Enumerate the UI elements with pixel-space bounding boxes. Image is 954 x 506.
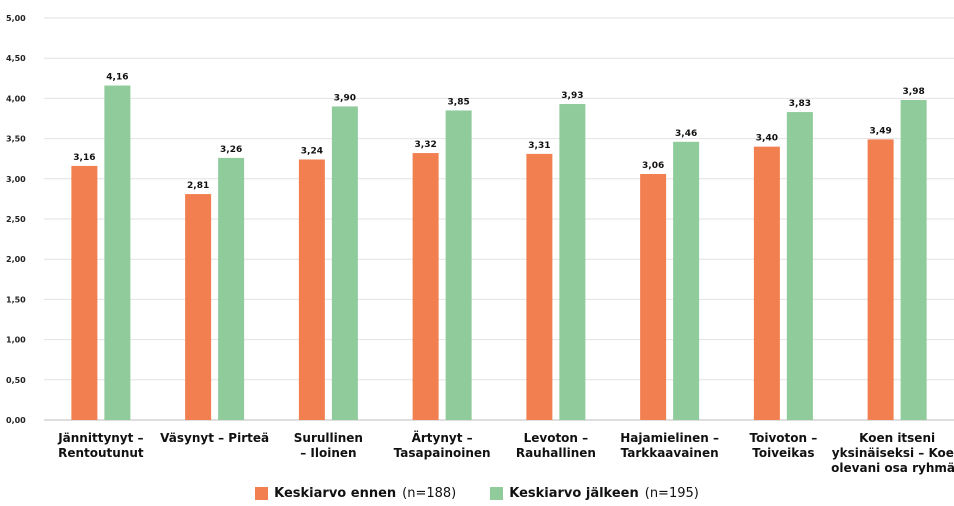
x-tick-label: olevani osa ryhmää	[831, 461, 954, 475]
legend-n-before: (n=188)	[402, 486, 457, 501]
gridlines	[44, 17, 954, 421]
bar-value-label: 3,93	[561, 91, 583, 101]
bar[interactable]	[753, 146, 780, 420]
y-tick-label: 5,00	[6, 14, 26, 23]
y-tick-label: 1,00	[6, 336, 26, 345]
bar-value-label: 3,90	[334, 93, 356, 103]
x-tick-label: Tarkkaavainen	[621, 446, 719, 460]
bar[interactable]	[445, 110, 472, 421]
bar[interactable]	[526, 153, 553, 420]
bar-value-label: 3,98	[903, 87, 925, 97]
x-tick-label: Hajamielinen –	[620, 431, 719, 445]
legend-item-before[interactable]: Keskiarvo ennen (n=188)	[255, 486, 456, 501]
y-tick-label: 2,00	[6, 255, 26, 264]
bar-value-label: 3,46	[675, 129, 697, 139]
bar-value-label: 3,83	[789, 99, 811, 109]
legend-item-after[interactable]: Keskiarvo jälkeen (n=195)	[490, 486, 699, 501]
x-tick-label: yksinäiseksi – Koen	[832, 446, 954, 460]
bar[interactable]	[867, 139, 894, 421]
x-tick-label: Surullinen	[294, 431, 363, 445]
y-axis: 0,00 0,50 1,00 1,50 2,00 2,50 3,00 3,50 4,00 4,50…	[6, 14, 26, 425]
x-tick-label: – Iloinen	[300, 446, 356, 460]
bar[interactable]	[71, 165, 98, 420]
legend-label-after: Keskiarvo jälkeen	[509, 486, 639, 501]
bar-value-label: 3,06	[642, 161, 664, 171]
bar-value-label: 2,81	[187, 181, 209, 191]
bar[interactable]	[673, 141, 700, 421]
bar-value-label: 3,16	[73, 153, 95, 163]
legend-label-before: Keskiarvo ennen	[274, 486, 397, 501]
x-tick-label: Rauhallinen	[516, 446, 596, 460]
bar-value-label: 3,49	[870, 126, 892, 136]
bar-chart: 0,00 0,50 1,00 1,50 2,00 2,50 3,00 3,50 4,00 4,50…	[6, 14, 954, 475]
legend: Keskiarvo ennen (n=188) Keskiarvo jälkee…	[0, 486, 954, 501]
y-tick-label: 0,50	[6, 376, 26, 385]
y-tick-label: 2,50	[6, 215, 26, 224]
bar[interactable]	[640, 173, 667, 420]
y-tick-label: 3,00	[6, 175, 26, 184]
x-tick-label: Jännittynyt –	[57, 431, 143, 445]
y-tick-label: 1,50	[6, 295, 26, 304]
legend-n-after: (n=195)	[644, 486, 699, 501]
bar-value-label: 3,40	[756, 134, 778, 144]
y-tick-label: 3,50	[6, 135, 26, 144]
y-tick-label: 0,00	[6, 416, 26, 425]
x-tick-label: Rentoutunut	[58, 446, 144, 460]
y-tick-label: 4,50	[6, 54, 26, 63]
x-tick-label: Toiveikas	[752, 446, 814, 460]
y-tick-label: 4,00	[6, 94, 26, 103]
bar[interactable]	[559, 104, 586, 420]
bar[interactable]	[412, 153, 439, 420]
bar-value-label: 3,85	[448, 97, 470, 107]
bar[interactable]	[218, 157, 245, 420]
bar-value-label: 3,24	[301, 147, 323, 157]
x-tick-label: Ärtynyt –	[412, 430, 473, 445]
legend-swatch-after	[490, 487, 504, 500]
bar-value-label: 3,32	[415, 140, 437, 150]
bars: 3,16 4,16 2,81 3,26 3,24 3,90 3,32 3,85 3,31 3,93…	[71, 73, 927, 421]
x-tick-label: Tasapainoinen	[394, 446, 491, 460]
x-tick-label: Koen itseni	[859, 431, 935, 445]
bar[interactable]	[900, 100, 927, 421]
bar-value-label: 3,31	[528, 141, 550, 151]
x-axis: Jännittynyt –Rentoutunut Väsynyt – Pirteä…	[57, 430, 954, 475]
bar[interactable]	[786, 112, 813, 421]
bar-value-label: 4,16	[106, 73, 128, 83]
bar-value-label: 3,26	[220, 145, 242, 155]
bar[interactable]	[104, 85, 131, 420]
x-tick-label: Toivoton –	[750, 431, 818, 445]
x-tick-label: Väsynyt – Pirteä	[160, 431, 269, 445]
bar[interactable]	[185, 194, 212, 420]
x-tick-label: Levoton –	[524, 431, 589, 445]
bar[interactable]	[331, 106, 358, 420]
legend-swatch-before	[255, 487, 269, 500]
bar[interactable]	[298, 159, 325, 420]
